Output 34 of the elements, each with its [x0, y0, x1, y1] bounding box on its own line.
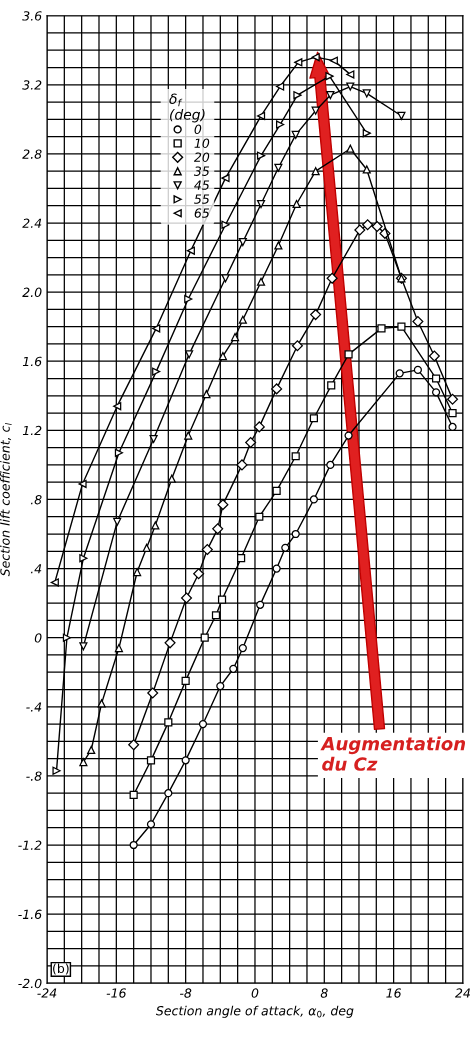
legend-label: 55 [194, 194, 210, 204]
annotation: Augmentation du Cz [320, 736, 466, 771]
y-tick-label: .8 [30, 494, 42, 505]
x-axis-title: Section angle of attack, α$_{0}$, deg [155, 1005, 354, 1018]
y-tick-label: 3.6 [22, 11, 42, 21]
y-tick-label: 2.0 [22, 287, 42, 298]
y-tick-label: 1.6 [22, 356, 42, 367]
y-tick-label: 2.8 [22, 149, 42, 159]
y-tick-label: -.4 [26, 702, 42, 712]
legend-label: 65 [194, 208, 210, 218]
y-tick-label: -2.0 [18, 978, 42, 989]
y-axis-title: Section lift coefficient, c$_{l}$ [0, 423, 12, 577]
legend-label: 35 [193, 166, 210, 176]
x-tick-label: 16 [386, 988, 402, 998]
y-tick-label: -.8 [26, 771, 42, 781]
x-tick-label: 8 [320, 988, 328, 998]
x-tick-label: -24 [37, 988, 57, 998]
legend-title: δ$_{f}$ (deg) [169, 93, 205, 123]
y-tick-label: 3.2 [22, 80, 42, 90]
x-tick-label: -8 [179, 988, 192, 998]
y-tick-label: -1.6 [18, 909, 42, 920]
x-tick-label: 0 [251, 988, 259, 998]
x-tick-label: 24 [455, 988, 470, 998]
y-tick-label: 1.2 [22, 425, 42, 436]
legend-label: 45 [194, 180, 210, 190]
y-tick-label: 0 [34, 633, 42, 643]
x-tick-label: -16 [106, 988, 126, 998]
legend-label: 10 [194, 138, 210, 148]
legend-label: 0 [194, 124, 202, 134]
legend-label: 20 [193, 152, 210, 162]
y-tick-label: -1.2 [18, 840, 42, 850]
y-tick-label: 2.4 [22, 218, 42, 228]
y-tick-label: .4 [30, 564, 42, 574]
annotation: (b) [53, 963, 69, 975]
